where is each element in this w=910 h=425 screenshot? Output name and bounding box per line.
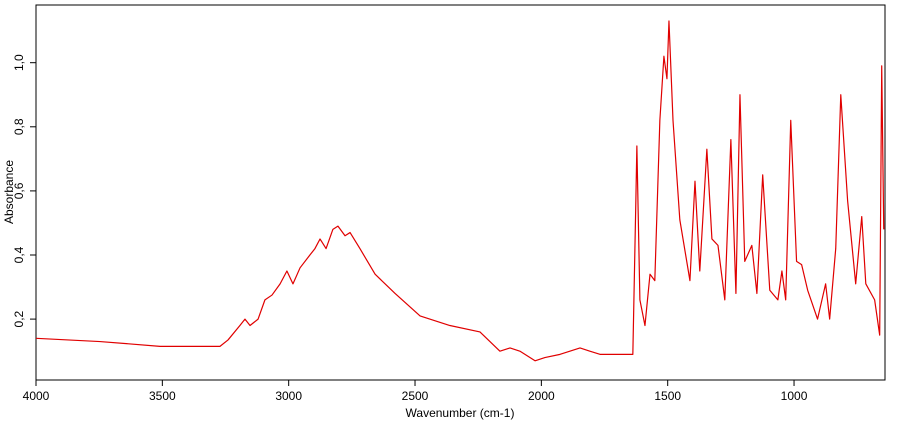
x-axis-label: Wavenumber (cm-1) [406, 406, 515, 420]
x-tick-label: 4000 [23, 389, 50, 403]
x-tick-label: 3500 [149, 389, 176, 403]
plot-frame [35, 4, 886, 381]
x-tick-label: 1000 [781, 389, 808, 403]
y-tick-label: 1,0 [12, 54, 26, 71]
y-tick-label: 0,6 [12, 182, 26, 199]
x-tick-label: 3000 [275, 389, 302, 403]
x-tick-label: 1500 [654, 389, 681, 403]
x-tick-label: 2000 [528, 389, 555, 403]
y-tick-label: 0,4 [12, 246, 26, 263]
y-tick-label: 0,8 [12, 118, 26, 135]
y-axis-label: Absorbance [2, 160, 16, 224]
y-tick-label: 0,2 [12, 310, 26, 327]
x-tick-label: 2500 [402, 389, 429, 403]
spectrum-line [35, 20, 885, 362]
